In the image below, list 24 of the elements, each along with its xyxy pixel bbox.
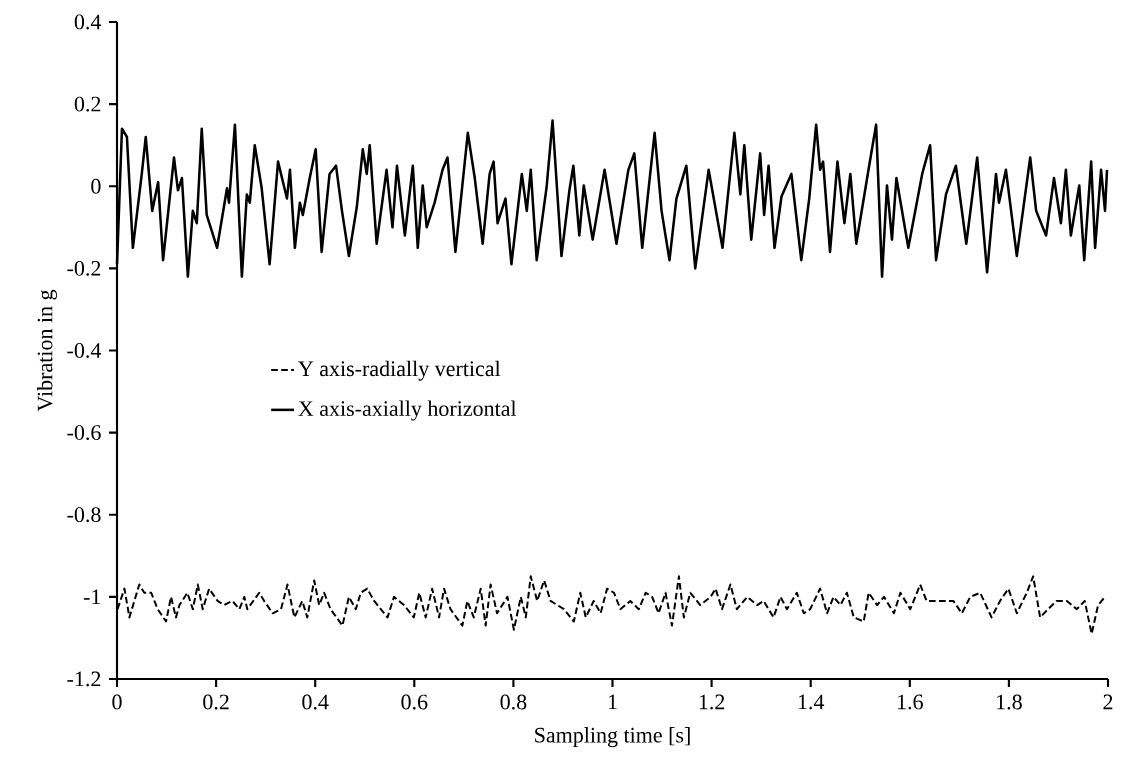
x-tick-label: 1 xyxy=(608,694,617,710)
x-tick-label: 0.4 xyxy=(302,694,329,710)
y-tick-label: -0.6 xyxy=(67,425,101,441)
x-tick-label: 1.8 xyxy=(997,694,1022,710)
y-tick-label: -0.4 xyxy=(67,343,102,358)
x-tick-label: 1.4 xyxy=(798,694,825,710)
x-tick-label: 1.2 xyxy=(699,694,725,710)
y-tick-label: -0.2 xyxy=(67,260,101,276)
y-tick-label: -1.2 xyxy=(67,671,101,687)
y-tick-label: -0.8 xyxy=(67,507,101,523)
x-tick-label: 0.6 xyxy=(401,694,428,710)
x-tick-label: 0 xyxy=(112,694,122,710)
y-axis-title: Vibration in g xyxy=(36,289,57,412)
legend-label: X axis-axially horizontal xyxy=(298,400,517,421)
y-tick-label: 0 xyxy=(91,178,101,194)
x-tick-label: 0.8 xyxy=(500,694,527,710)
x-axis-title: Sampling time [s] xyxy=(535,727,690,748)
x-tick-label: 0.2 xyxy=(203,694,229,710)
x-tick-label: 2 xyxy=(1103,694,1113,710)
y-tick-label: 0.2 xyxy=(74,96,101,112)
y-tick-label: -1 xyxy=(83,589,101,605)
x-tick-label: 1.6 xyxy=(897,694,923,710)
y-tick-label: 0.4 xyxy=(74,14,102,30)
legend-label: Y axis-radially vertical xyxy=(298,360,501,381)
